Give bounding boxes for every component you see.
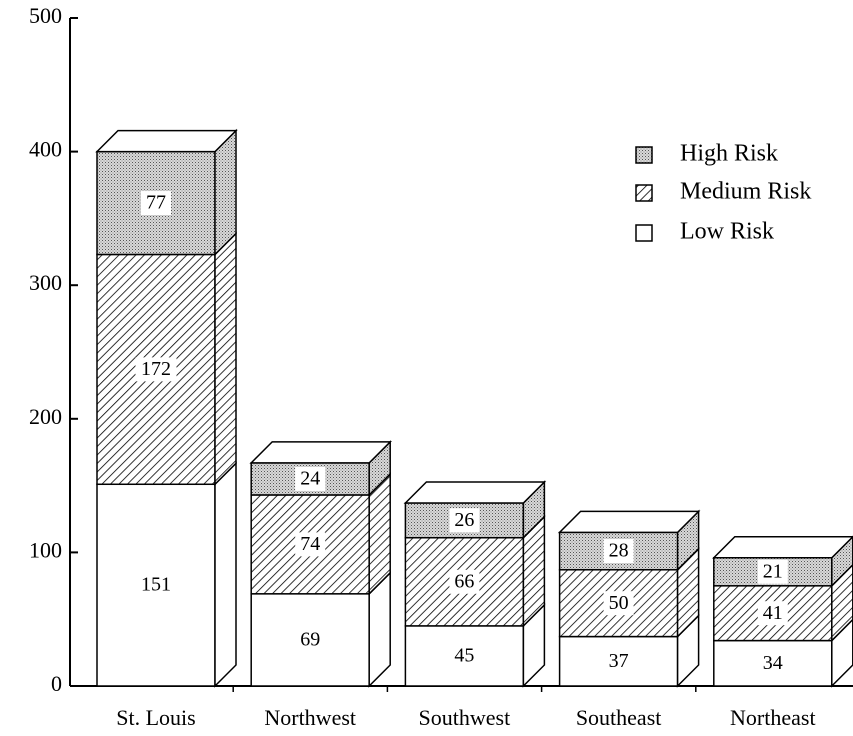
bar-top (557, 510, 701, 534)
value-label-box (135, 357, 177, 382)
value-label: 172 (141, 358, 171, 380)
value-label: 66 (454, 570, 474, 592)
bar-side (214, 461, 237, 688)
x-tick-label: Southeast (576, 705, 662, 730)
legend-swatch (635, 184, 653, 202)
y-tick-label: 500 (29, 3, 62, 28)
value-label-box (757, 601, 788, 626)
legend-label: High Risk (680, 141, 778, 167)
value-label-box (449, 569, 480, 594)
value-label: 151 (141, 574, 171, 596)
bar-top (249, 441, 393, 464)
value-label-box (295, 532, 326, 557)
value-label-box (757, 559, 788, 584)
value-label-box (295, 466, 326, 491)
legend-label: Medium Risk (680, 179, 811, 205)
y-tick-label: 300 (29, 270, 62, 295)
bar-segment (404, 625, 525, 687)
legend-swatch (635, 224, 653, 242)
bar-top (403, 481, 547, 504)
bar-segment (250, 593, 370, 687)
bar-top (711, 535, 853, 559)
y-tick-label: 200 (29, 404, 62, 429)
x-tick-label: Southwest (419, 705, 511, 730)
value-label: 37 (609, 650, 629, 672)
value-label: 28 (609, 540, 629, 562)
y-tick-label: 400 (29, 137, 62, 162)
legend-swatch (635, 146, 653, 164)
legend-label: Low Risk (680, 219, 774, 245)
value-label-box (603, 539, 634, 564)
bar-top (95, 129, 238, 153)
y-tick-label: 100 (29, 537, 62, 562)
value-label: 24 (300, 468, 320, 490)
value-label: 26 (454, 509, 474, 531)
value-label: 21 (763, 560, 783, 582)
value-label: 45 (454, 645, 474, 667)
x-tick-label: St. Louis (116, 705, 195, 730)
value-label: 69 (300, 629, 320, 651)
bar-segment (713, 639, 833, 687)
bar-segment (96, 483, 216, 687)
value-label: 41 (763, 602, 783, 624)
value-label: 50 (609, 592, 629, 614)
x-tick-label: Northwest (264, 705, 356, 730)
value-label: 74 (300, 533, 320, 555)
value-label-box (449, 508, 480, 533)
y-tick-label: 0 (51, 671, 62, 696)
bar-side (214, 231, 237, 487)
value-label-box (141, 191, 171, 216)
value-label-box (603, 591, 634, 616)
value-label: 77 (146, 192, 166, 214)
x-tick-label: Northeast (730, 705, 816, 730)
value-label: 34 (763, 652, 783, 674)
